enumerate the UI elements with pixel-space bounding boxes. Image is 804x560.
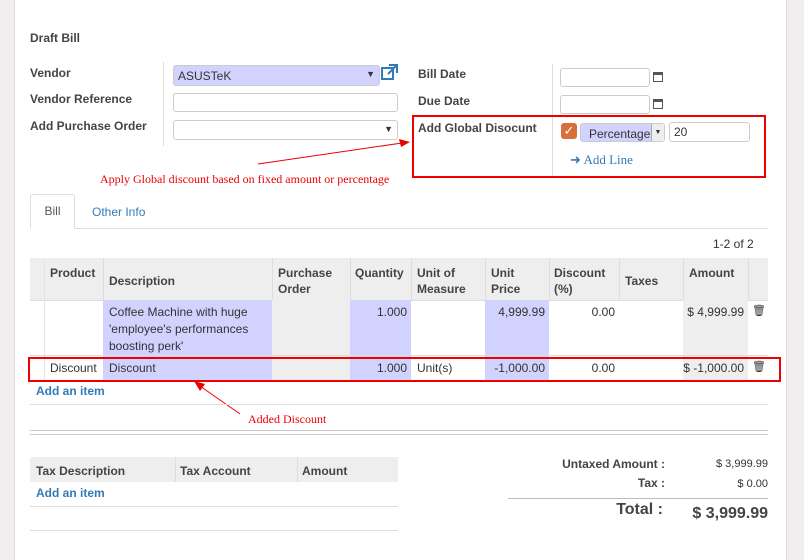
tax-label: Tax : xyxy=(637,476,665,490)
column-header-quantity[interactable]: Quantity xyxy=(355,266,404,280)
untaxed-amount-label: Untaxed Amount : xyxy=(562,457,665,471)
tab-bill[interactable]: Bill xyxy=(30,194,75,229)
tax-value: $ 0.00 xyxy=(737,478,768,490)
trash-icon[interactable]: 🗑 xyxy=(752,361,766,373)
column-header-product[interactable]: Product xyxy=(50,266,96,280)
column-header-taxes[interactable]: Taxes xyxy=(625,274,659,288)
cell-unit-price: -1,000.00 xyxy=(494,361,545,375)
cell-discount: 0.00 xyxy=(591,305,615,319)
discount-type-select[interactable]: Percentage ▼ xyxy=(580,123,665,142)
bill-date-label: Bill Date xyxy=(418,67,467,81)
untaxed-amount-value: $ 3,999.99 xyxy=(716,458,768,470)
cell-discount: 0.00 xyxy=(591,361,615,375)
divider xyxy=(163,62,164,146)
calendar-icon[interactable] xyxy=(653,99,663,109)
due-date-label: Due Date xyxy=(418,94,471,108)
cell-amount: $ -1,000.00 xyxy=(683,361,744,375)
column-header-purchase-order[interactable]: Purchase Order xyxy=(278,266,333,296)
global-discount-checkbox[interactable]: ✓ xyxy=(561,123,577,139)
annotation-added-discount: Added Discount xyxy=(248,412,327,426)
add-line-label: Add Line xyxy=(583,152,633,167)
caret-down-icon: ▼ xyxy=(366,69,375,79)
calendar-icon[interactable] xyxy=(653,72,663,82)
cell-description: Discount xyxy=(109,361,156,375)
total-value: $ 3,999.99 xyxy=(692,505,768,522)
cell-quantity: 1.000 xyxy=(376,305,407,319)
page-title: Draft Bill xyxy=(30,31,81,45)
annotation-global-discount: Apply Global discount based on fixed amo… xyxy=(100,172,390,186)
column-header-uom[interactable]: Unit of Measure xyxy=(417,266,466,296)
arrow-right-icon: ➜ xyxy=(570,152,581,167)
cell-quantity: 1.000 xyxy=(376,361,407,375)
discount-type-value: Percentage xyxy=(589,127,651,141)
add-item-link[interactable]: Add an item xyxy=(36,384,105,398)
annotation-highlight xyxy=(28,357,781,382)
tab-other-info[interactable]: Other Info xyxy=(92,205,146,219)
po-label: Add Purchase Order xyxy=(30,119,147,133)
cell-amount: $ 4,999.99 xyxy=(687,305,744,319)
column-header-tax-description[interactable]: Tax Description xyxy=(36,464,126,478)
cell-unit-price: 4,999.99 xyxy=(498,305,545,319)
external-link-icon[interactable] xyxy=(381,64,399,80)
cell-uom: Unit(s) xyxy=(417,361,453,375)
trash-icon[interactable]: 🗑 xyxy=(752,305,766,317)
add-tax-item-link[interactable]: Add an item xyxy=(36,486,105,500)
cell-product: Discount xyxy=(50,361,97,375)
global-discount-label: Add Global Disocunt xyxy=(418,121,537,135)
column-header-discount[interactable]: Discount (%) xyxy=(554,266,606,296)
pager[interactable]: 1-2 of 2 xyxy=(713,237,754,251)
table-row[interactable]: Coffee Machine with huge 'employee's per… xyxy=(30,300,768,355)
discount-value-input[interactable]: 20 xyxy=(669,122,750,142)
purchase-order-select[interactable]: ▼ xyxy=(173,120,398,140)
total-label: Total : xyxy=(616,501,663,518)
column-header-tax-account[interactable]: Tax Account xyxy=(180,464,251,478)
caret-down-icon: ▼ xyxy=(651,124,664,141)
annotation-highlight xyxy=(412,115,766,178)
column-header-tax-amount[interactable]: Amount xyxy=(302,464,348,478)
separator xyxy=(30,430,768,435)
vendor-label: Vendor xyxy=(30,66,71,80)
column-header-unit-price[interactable]: Unit Price xyxy=(491,266,521,296)
column-header-description[interactable]: Description xyxy=(109,274,176,288)
vendor-select[interactable]: ASUSTeK ▼ xyxy=(173,65,380,86)
bill-date-input[interactable] xyxy=(560,68,650,87)
column-header-amount[interactable]: Amount xyxy=(689,266,735,280)
vendor-value: ASUSTeK xyxy=(178,69,232,83)
add-line-link[interactable]: ➜ Add Line xyxy=(570,152,633,168)
tab-border xyxy=(30,228,768,229)
table-row[interactable]: Discount Discount 1.000 Unit(s) -1,000.0… xyxy=(30,356,768,381)
divider xyxy=(552,64,553,176)
caret-down-icon: ▼ xyxy=(384,124,393,134)
vendor-ref-label: Vendor Reference xyxy=(30,92,133,106)
cell-description: Coffee Machine with huge 'employee's per… xyxy=(109,305,249,353)
due-date-input[interactable] xyxy=(560,95,650,114)
vendor-reference-input[interactable] xyxy=(173,93,398,112)
tax-table-header xyxy=(30,457,398,482)
